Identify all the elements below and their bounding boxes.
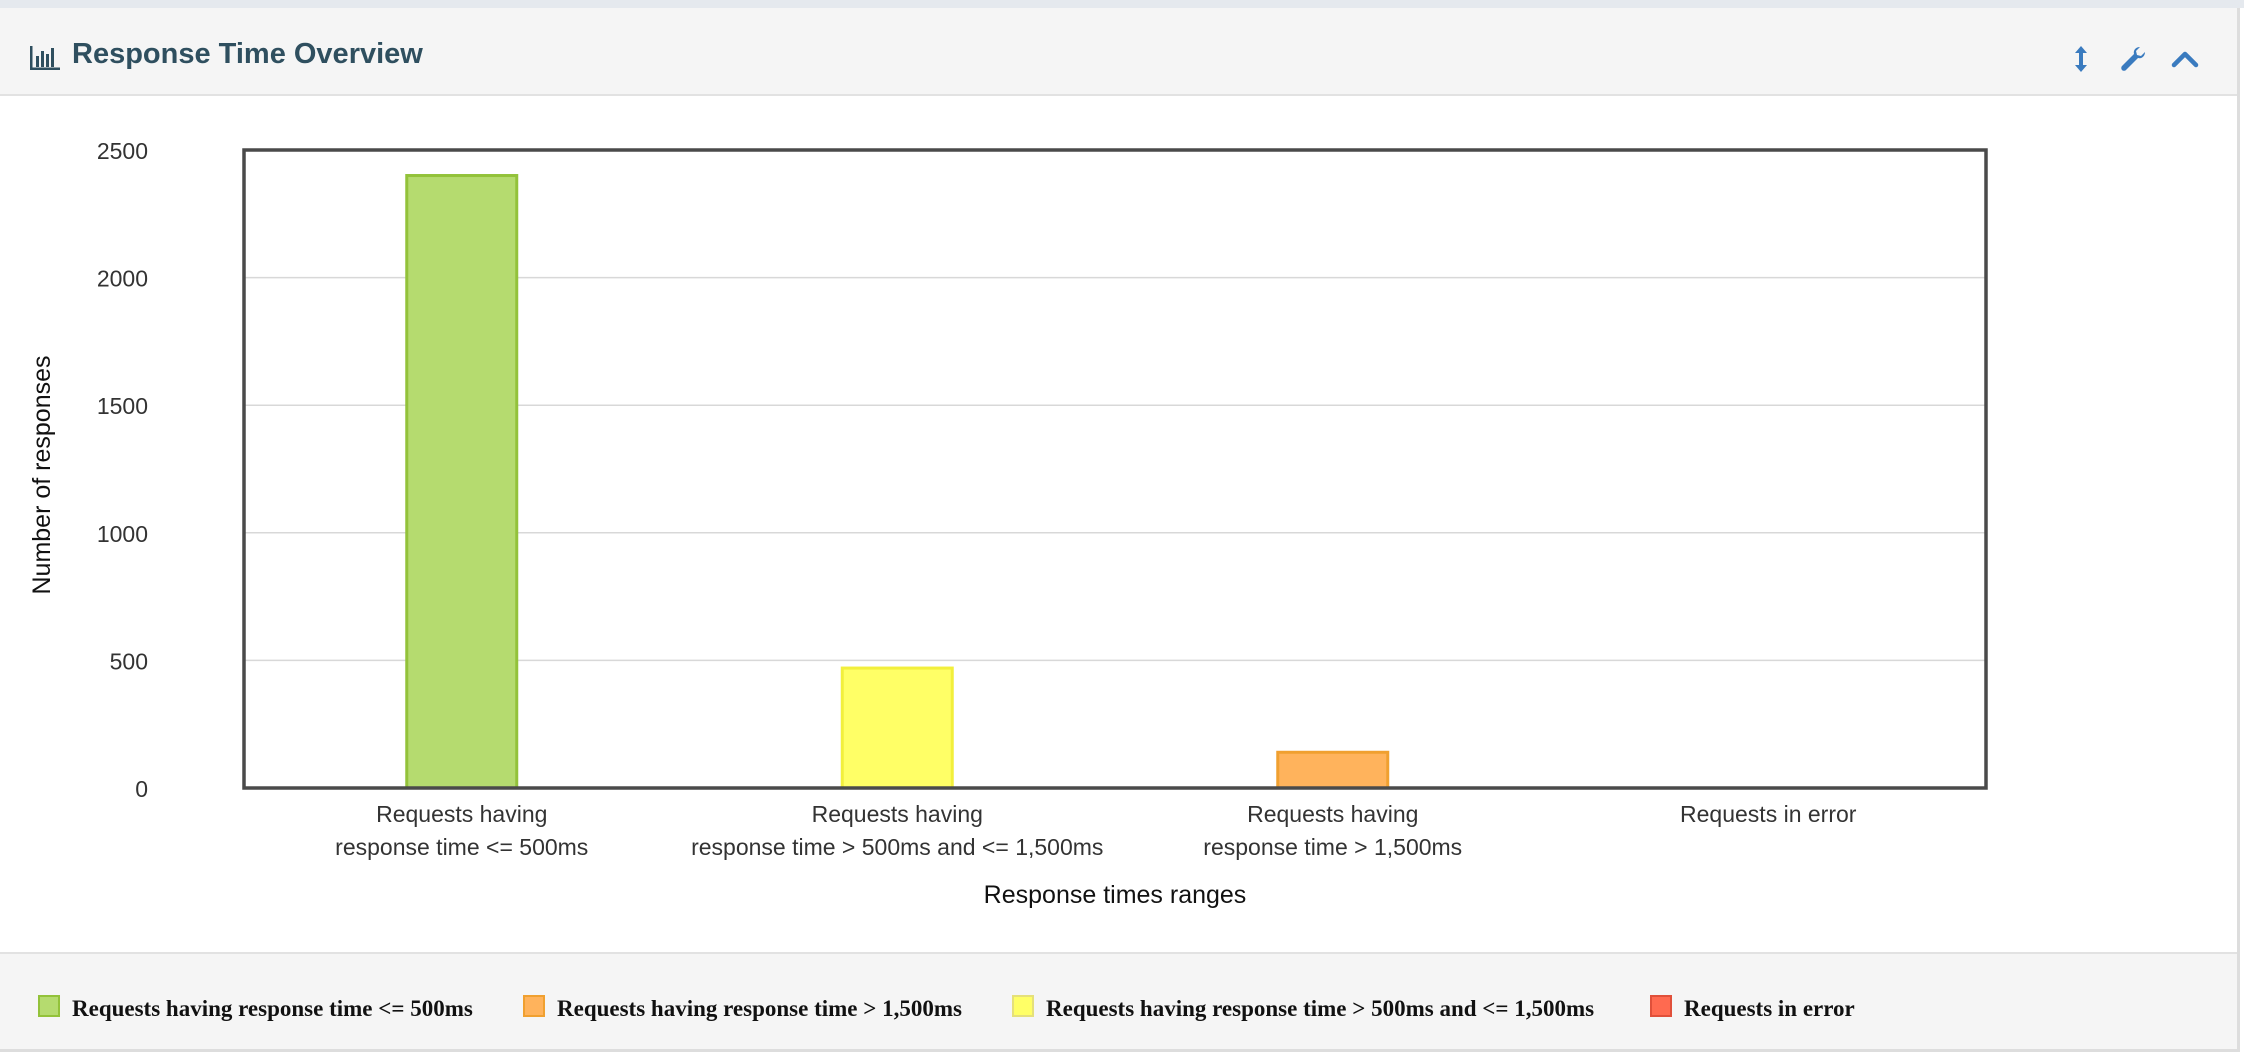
legend-swatch-red [1650,995,1672,1017]
y-tick-label: 1000 [97,521,148,547]
plot-frame [242,148,1988,790]
panel-title: Response Time Overview [72,38,423,70]
legend-label: Requests having response time > 500ms an… [1046,996,1595,1021]
response-time-panel: Response Time Overview 0 500 1000 1500 2000 2… [0,8,2240,1052]
bar-chart-icon [28,44,62,72]
x-tick-label: Requests having [1247,801,1418,827]
x-tick-label: response time > 500ms and <= 1,500ms [691,834,1103,860]
legend-label: Requests having response time > 1,500ms [557,996,962,1021]
y-tick-label: 500 [110,648,148,674]
y-tick-label: 0 [135,776,148,802]
bar [1276,750,1390,790]
legend-swatch-green [38,995,60,1017]
response-time-chart: 0 500 1000 1500 2000 2500 Requests having respo… [28,138,1988,909]
legend-swatch-orange [523,995,545,1017]
y-tick-label: 2000 [97,266,148,292]
legend-item-error[interactable]: Requests in error [1650,994,1855,1024]
x-tick-label: response time <= 500ms [335,834,588,860]
chevron-up-icon[interactable] [2170,44,2200,74]
legend-item-medium[interactable]: Requests having response time > 500ms an… [1012,994,1594,1024]
resize-vertical-icon[interactable] [2066,44,2096,74]
top-strip [0,0,2244,8]
bar [405,174,519,790]
x-tick-label: Requests having [812,801,983,827]
panel-header: Response Time Overview [0,8,2237,96]
legend-label: Requests having response time <= 500ms [72,996,473,1021]
wrench-icon[interactable] [2118,44,2148,74]
x-tick-label: Requests having [376,801,547,827]
y-tick-label: 1500 [97,393,148,419]
chart-legend: Requests having response time <= 500ms R… [0,952,2237,1049]
legend-label: Requests in error [1684,996,1855,1021]
legend-item-fast[interactable]: Requests having response time <= 500ms [38,994,473,1024]
legend-item-slow[interactable]: Requests having response time > 1,500ms [523,994,962,1024]
legend-swatch-yellow [1012,995,1034,1017]
bar [840,666,954,790]
x-axis-label: Response times ranges [984,881,1247,909]
x-tick-label: response time > 1,500ms [1203,834,1462,860]
x-tick-label: Requests in error [1680,801,1857,827]
y-tick-label: 2500 [97,138,148,164]
y-axis-label: Number of responses [28,355,56,594]
